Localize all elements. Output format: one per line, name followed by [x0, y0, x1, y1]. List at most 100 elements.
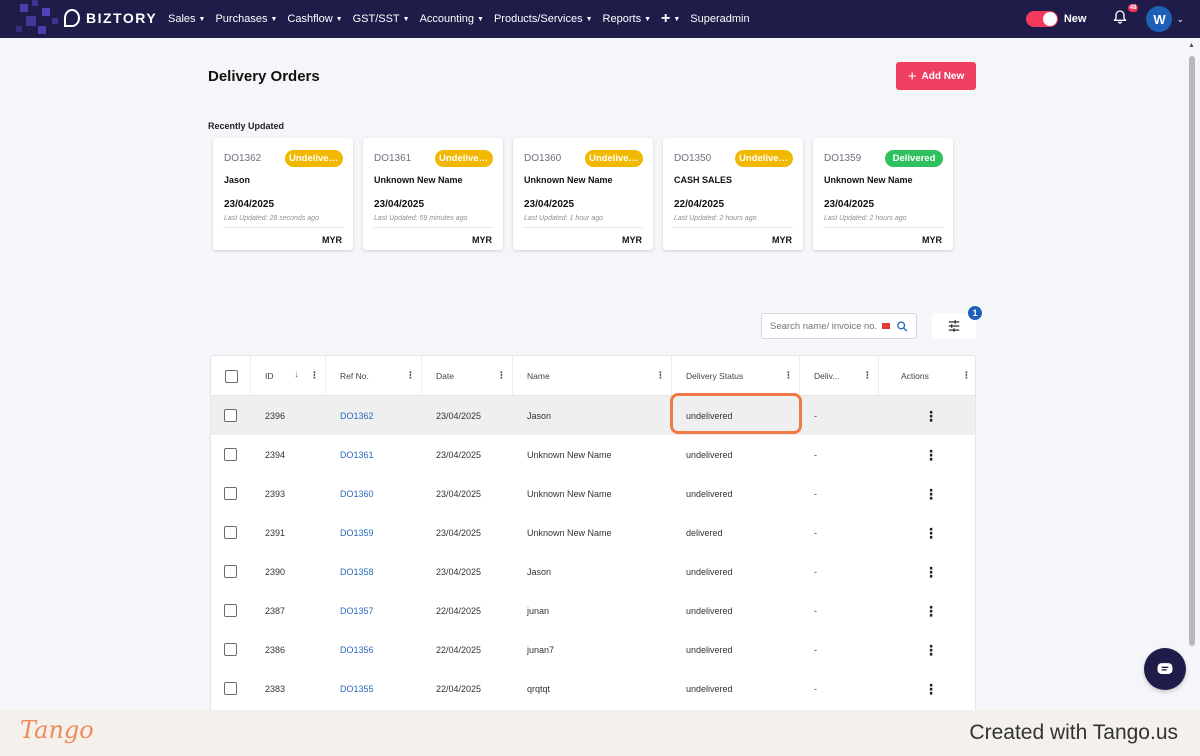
page-scrollbar[interactable]: ▲	[1187, 42, 1197, 710]
table-row[interactable]: 2393 DO1360 23/04/2025 Unknown New Name unde…	[211, 474, 975, 513]
logo-pixel-decoration	[14, 0, 64, 38]
caret-down-icon: ▼	[477, 15, 484, 23]
column-header-ref[interactable]: Ref No. ⋮	[326, 356, 422, 396]
row-checkbox[interactable]	[224, 682, 237, 695]
table-row[interactable]: 2391 DO1359 23/04/2025 Unknown New Name deli…	[211, 513, 975, 552]
add-new-button[interactable]: + Add New	[896, 62, 976, 90]
cell-date: 23/04/2025	[436, 488, 482, 499]
brand-name: BIZTORY	[86, 10, 158, 26]
cell-ref[interactable]: DO1360	[340, 488, 374, 499]
more-actions-icon[interactable]: ⋮	[924, 602, 938, 619]
cell-ref[interactable]: DO1358	[340, 566, 374, 577]
column-menu-icon[interactable]: ⋮	[406, 370, 415, 380]
column-menu-icon[interactable]: ⋮	[310, 370, 319, 380]
cell-ref[interactable]: DO1359	[340, 527, 374, 538]
card-updated: Last Updated: 28 seconds ago	[224, 215, 319, 222]
nav-superadmin[interactable]: Superadmin	[690, 13, 750, 25]
column-menu-icon[interactable]: ⋮	[497, 370, 506, 380]
recent-card[interactable]: DO1362 Undelivered Jason 23/04/2025 Last…	[213, 138, 353, 250]
nav-sales[interactable]: Sales ▼	[168, 13, 206, 25]
row-checkbox[interactable]	[224, 448, 237, 461]
more-actions-icon[interactable]: ⋮	[924, 641, 938, 658]
column-header-delivery-status[interactable]: Delivery Status ⋮	[672, 356, 800, 396]
more-actions-icon[interactable]: ⋮	[924, 524, 938, 541]
toggle-track[interactable]	[1025, 11, 1058, 27]
row-checkbox[interactable]	[224, 643, 237, 656]
column-header-actions[interactable]: Actions ⋮	[901, 370, 971, 382]
caret-down-icon: ▼	[673, 15, 681, 23]
cell-date: 23/04/2025	[436, 527, 482, 538]
more-actions-icon[interactable]: ⋮	[924, 485, 938, 502]
nav-accounting[interactable]: Accounting ▼	[419, 13, 484, 25]
row-checkbox[interactable]	[224, 487, 237, 500]
sort-arrow-icon: ↓	[294, 369, 299, 380]
table-row[interactable]: 2394 DO1361 23/04/2025 Unknown New Name unde…	[211, 435, 975, 474]
column-header-date[interactable]: Date ⋮	[422, 356, 513, 396]
cell-delivery-status: undelivered	[686, 410, 733, 421]
table-row[interactable]: 2390 DO1358 23/04/2025 Jason undelivered - ⋮	[211, 552, 975, 591]
search-input[interactable]	[770, 320, 882, 332]
row-actions-cell: ⋮	[924, 474, 938, 513]
row-select-cell	[224, 591, 237, 630]
search-icon[interactable]	[896, 320, 908, 333]
user-avatar[interactable]: W	[1146, 6, 1173, 32]
column-header-id[interactable]: ID ↓ ⋮	[251, 356, 326, 396]
row-actions-cell: ⋮	[924, 669, 938, 708]
select-all-checkbox[interactable]	[225, 369, 238, 383]
card-updated: Last Updated: 1 hour ago	[524, 215, 604, 222]
caret-down-icon: ▼	[335, 15, 343, 23]
more-actions-icon[interactable]: ⋮	[924, 680, 938, 697]
cell-ref[interactable]: DO1357	[340, 605, 374, 616]
cell-deliv: -	[814, 410, 817, 421]
nav-purchases[interactable]: Purchases ▼	[215, 13, 278, 25]
column-menu-icon[interactable]: ⋮	[863, 370, 872, 380]
table-row[interactable]: 2387 DO1357 22/04/2025 junan undelivered - ⋮	[211, 591, 975, 630]
nav-gst-sst[interactable]: GST/SST ▼	[352, 13, 410, 25]
brand-logo[interactable]: BIZTORY	[64, 9, 157, 27]
cell-delivery-status: undelivered	[686, 683, 733, 694]
row-checkbox[interactable]	[224, 565, 237, 578]
card-name: Unknown New Name	[824, 175, 913, 185]
cell-ref[interactable]: DO1355	[340, 683, 374, 694]
recent-card[interactable]: DO1350 Undelivered CASH SALES 22/04/2025…	[663, 138, 803, 250]
notifications-button[interactable]: 48	[1112, 4, 1139, 29]
card-name: Jason	[224, 175, 251, 185]
table-row[interactable]: 2396 DO1362 23/04/2025 Jason undelivered - ⋮	[211, 396, 975, 435]
chevron-down-icon[interactable]: ⌄	[1176, 13, 1184, 24]
card-currency: MYR	[922, 235, 942, 245]
column-header-deliv[interactable]: Deliv... ⋮	[800, 356, 879, 396]
column-menu-icon[interactable]: ⋮	[656, 370, 665, 380]
cell-ref[interactable]: DO1361	[340, 449, 374, 460]
card-name: Unknown New Name	[374, 175, 463, 185]
row-checkbox[interactable]	[224, 526, 237, 539]
cell-ref[interactable]: DO1362	[340, 410, 374, 421]
recent-card[interactable]: DO1361 Undelivered Unknown New Name 23/0…	[363, 138, 503, 250]
recent-card[interactable]: DO1360 Undelivered Unknown New Name 23/0…	[513, 138, 653, 250]
cell-deliv: -	[814, 449, 817, 460]
chat-button[interactable]	[1144, 648, 1186, 690]
table-row[interactable]: 2386 DO1356 22/04/2025 junan7 undelivered - ⋮	[211, 630, 975, 669]
more-actions-icon[interactable]: ⋮	[924, 407, 938, 424]
scrollbar-thumb[interactable]	[1189, 56, 1195, 646]
divider	[523, 227, 643, 228]
divider	[673, 227, 793, 228]
row-checkbox[interactable]	[224, 409, 237, 422]
cell-id: 2390	[265, 566, 286, 577]
nav-reports[interactable]: Reports ▼	[602, 13, 652, 25]
card-name: Unknown New Name	[524, 175, 613, 185]
row-checkbox[interactable]	[224, 604, 237, 617]
column-header-name[interactable]: Name ⋮	[513, 356, 672, 396]
new-ui-toggle[interactable]: New	[1025, 11, 1086, 27]
column-menu-icon[interactable]: ⋮	[962, 370, 971, 380]
table-row[interactable]: 2383 DO1355 22/04/2025 qrqtqt undelivered - ⋮	[211, 669, 975, 708]
nav-cashflow[interactable]: Cashflow ▼	[287, 13, 343, 25]
nav-products-services[interactable]: Products/Services ▼	[493, 13, 593, 25]
nav-quick-add[interactable]: + ▼	[661, 10, 680, 28]
recent-card[interactable]: DO1359 Delivered Unknown New Name 23/04/…	[813, 138, 953, 250]
more-actions-icon[interactable]: ⋮	[924, 563, 938, 580]
column-menu-icon[interactable]: ⋮	[784, 370, 793, 380]
divider	[373, 227, 493, 228]
more-actions-icon[interactable]: ⋮	[924, 446, 938, 463]
cell-date: 23/04/2025	[436, 410, 482, 421]
cell-ref[interactable]: DO1356	[340, 644, 374, 655]
